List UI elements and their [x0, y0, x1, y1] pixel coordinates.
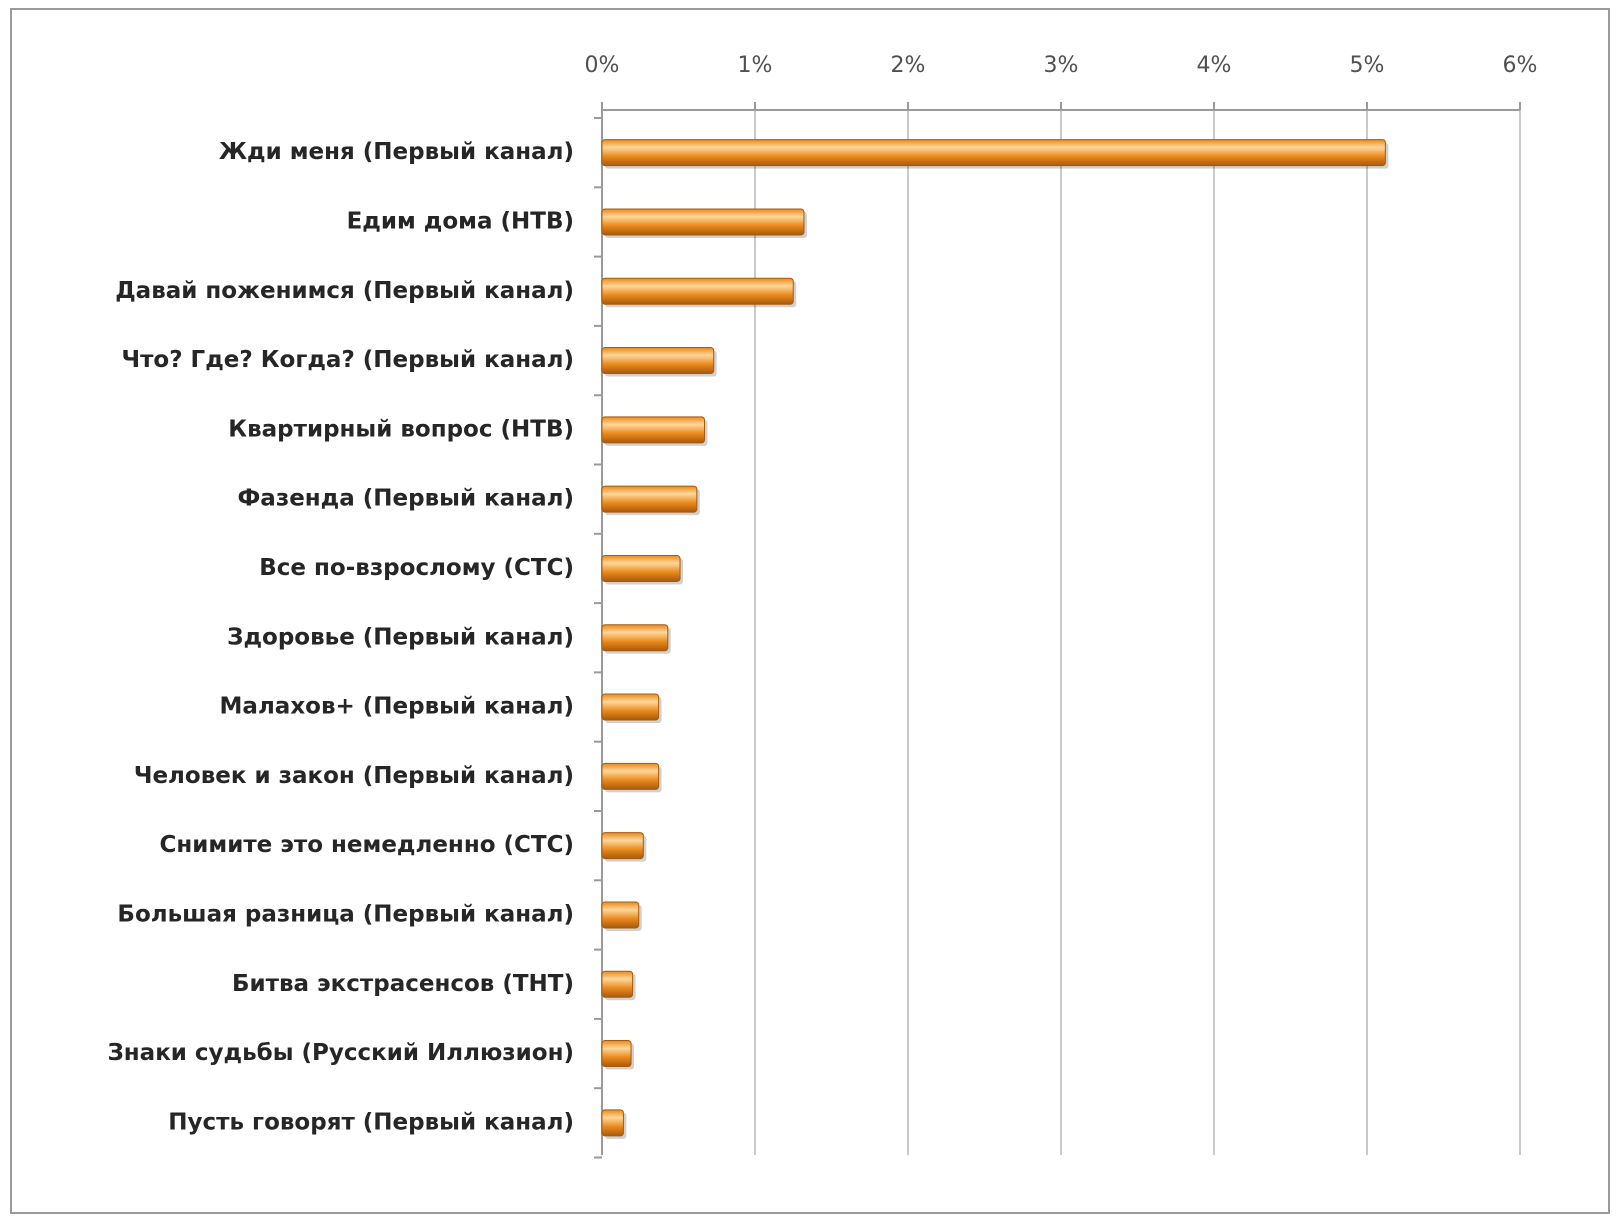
- x-tick-label: 3%: [1044, 53, 1079, 78]
- y-axis: [594, 109, 1520, 1159]
- chart-frame: 0% 1% 2% 3% 4% 5% 6% Жди меня (Первый канал) Ед…: [10, 8, 1610, 1214]
- category-label: Пусть говорят (Первый канал): [168, 1109, 574, 1135]
- category-label: Что? Где? Когда? (Первый канал): [121, 347, 574, 373]
- bar: [601, 139, 1386, 167]
- bar: [601, 1109, 624, 1137]
- bar: [601, 1040, 632, 1068]
- bar: [601, 762, 660, 790]
- x-tick-label: 5%: [1350, 53, 1385, 78]
- bar: [601, 277, 794, 305]
- bar: [601, 832, 644, 860]
- bar: [601, 693, 660, 721]
- category-label: Фазенда (Первый канал): [238, 486, 575, 512]
- category-label: Давай поженимся (Первый канал): [115, 278, 574, 304]
- category-label: Битва экстрасенсов (ТНТ): [232, 971, 574, 997]
- x-tick-label: 2%: [891, 53, 926, 78]
- category-label: Здоровье (Первый канал): [227, 624, 574, 650]
- x-tick-label: 4%: [1197, 53, 1232, 78]
- category-label: Квартирный вопрос (НТВ): [228, 416, 574, 442]
- category-label: Жди меня (Первый канал): [219, 139, 574, 165]
- category-label: Едим дома (НТВ): [347, 208, 574, 234]
- bars: [601, 139, 1389, 1139]
- bar: [601, 485, 698, 513]
- x-tick-label: 1%: [738, 53, 773, 78]
- x-tick-label: 0%: [585, 53, 620, 78]
- category-label: Большая разница (Первый канал): [117, 901, 574, 927]
- bar-chart: 0% 1% 2% 3% 4% 5% 6% Жди меня (Первый канал) Ед…: [107, 53, 1538, 1159]
- bar: [601, 554, 681, 582]
- bar: [601, 901, 640, 929]
- category-label: Человек и закон (Первый канал): [134, 763, 574, 789]
- category-label: Знаки судьбы (Русский Иллюзион): [107, 1040, 574, 1066]
- gridlines: [601, 110, 1521, 1155]
- x-axis-ticks: 0% 1% 2% 3% 4% 5% 6%: [585, 53, 1538, 110]
- category-labels: Жди меня (Первый канал) Едим дома (НТВ) Да…: [107, 139, 574, 1135]
- bar: [601, 208, 805, 236]
- bar: [601, 624, 669, 652]
- bar: [601, 970, 634, 998]
- category-label: Малахов+ (Первый канал): [220, 694, 574, 720]
- bar: [601, 347, 715, 375]
- bar: [601, 416, 706, 444]
- x-tick-label: 6%: [1503, 53, 1538, 78]
- category-label: Все по-взрослому (СТС): [259, 555, 574, 581]
- category-label: Снимите это немедленно (СТС): [160, 832, 574, 858]
